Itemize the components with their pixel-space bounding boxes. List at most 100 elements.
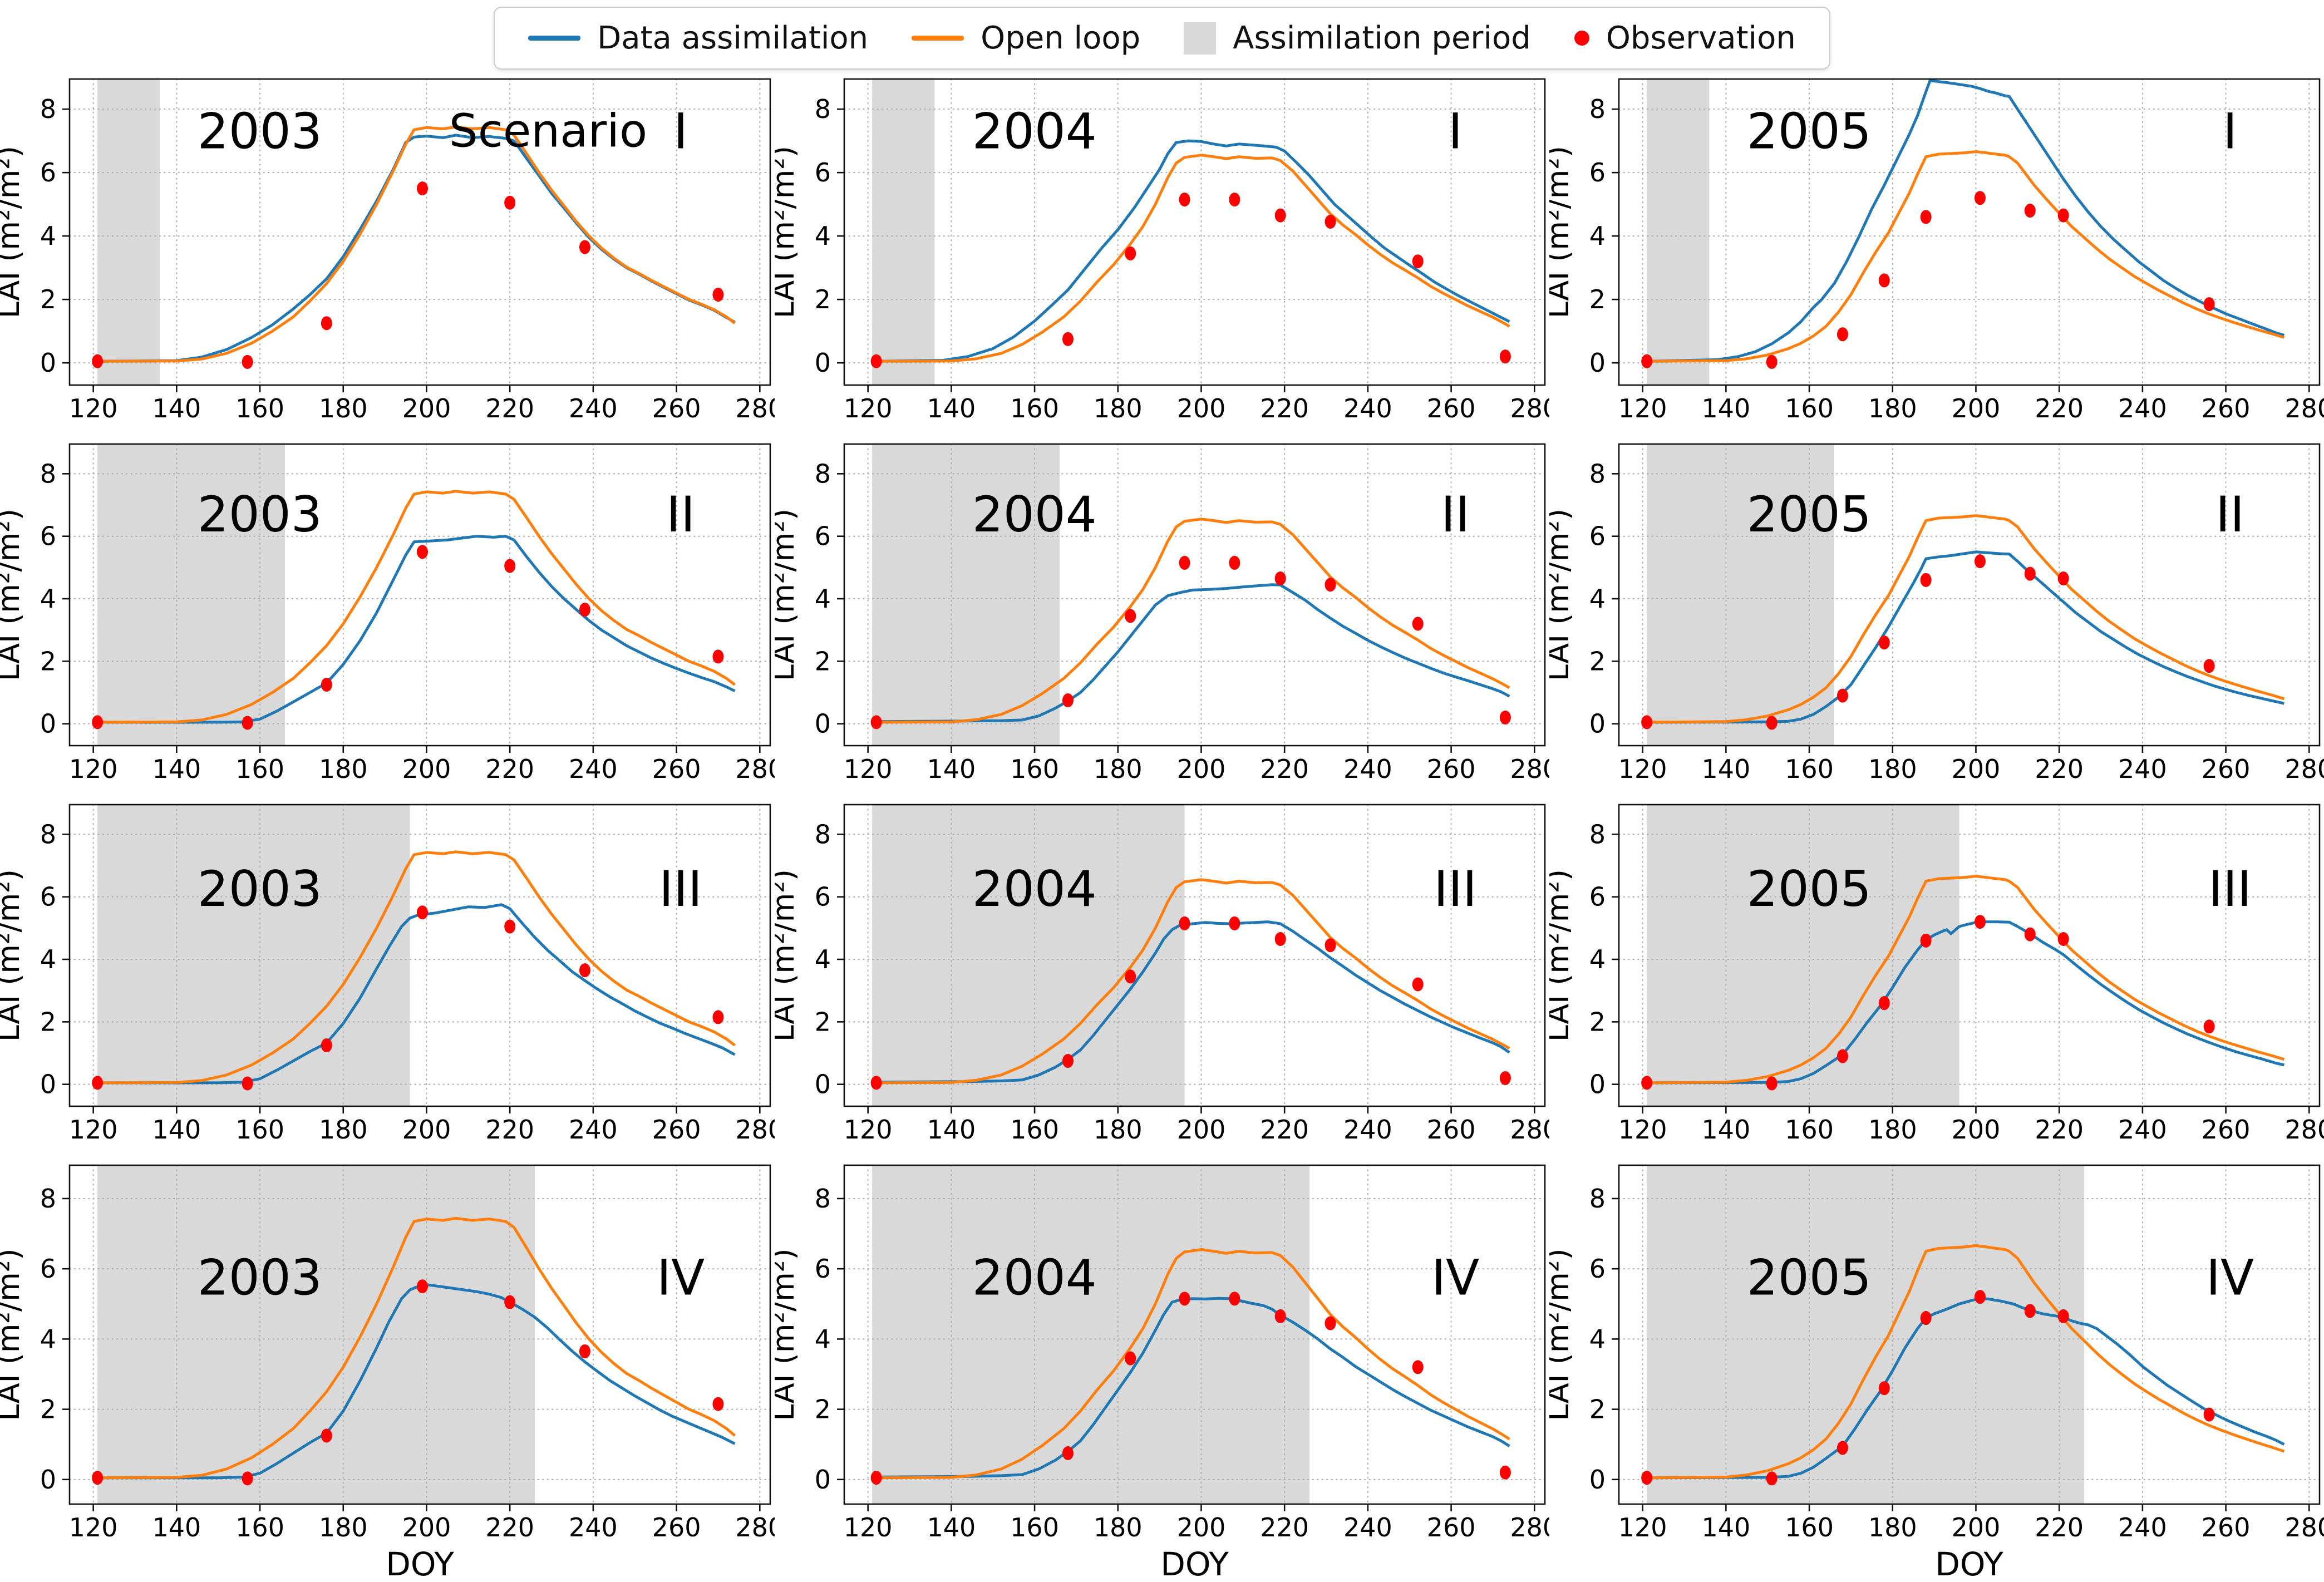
y-tick-label: 6 [40, 882, 56, 912]
y-tick-label: 8 [1589, 819, 1606, 849]
x-tick-label: 120 [1618, 1115, 1667, 1145]
observation-point [1229, 193, 1240, 207]
x-tick-label: 280 [1510, 1115, 1549, 1145]
y-tick-label: 0 [1589, 1465, 1606, 1495]
data-assimilation-line [876, 139, 1510, 363]
observation-point [1229, 555, 1240, 570]
observation-point [2024, 566, 2036, 581]
x-tick-label: 260 [2202, 393, 2251, 423]
year-label: 2004 [972, 486, 1097, 543]
year-label: 2004 [972, 103, 1097, 160]
x-tick-label: 280 [1510, 393, 1549, 423]
y-tick-label: 4 [40, 1324, 56, 1354]
observation-point [1412, 254, 1424, 269]
x-tick-label: 160 [235, 754, 284, 784]
y-tick-label: 8 [815, 459, 831, 489]
scenario-word-label: Scenario [449, 105, 647, 158]
data-assimilation-line [97, 134, 736, 363]
observation-point [416, 905, 428, 920]
observation-point [321, 677, 332, 692]
data-assimilation-line [97, 535, 736, 724]
observation-point [1878, 635, 1890, 650]
x-tick-label: 260 [2202, 754, 2251, 784]
x-tick-label: 180 [1094, 1512, 1143, 1542]
x-tick-label: 140 [927, 393, 976, 423]
observation-point [92, 354, 104, 368]
x-tick-label: 260 [652, 754, 701, 784]
x-tick-label: 120 [1618, 1512, 1667, 1542]
x-tick-label: 160 [1785, 1115, 1834, 1145]
y-axis-title: LAI (m²/m²) [775, 1248, 801, 1421]
open-loop-line [876, 154, 1510, 363]
year-label: 2003 [198, 486, 322, 543]
observation-point [579, 963, 590, 978]
x-tick-label: 140 [1701, 754, 1750, 784]
observation-point [504, 559, 516, 573]
observation-point [1125, 1351, 1136, 1366]
x-tick-label: 120 [844, 1512, 893, 1542]
observation-point [1179, 1292, 1190, 1306]
observation-point [92, 1471, 104, 1485]
data-assimilation-line-swatch [528, 36, 581, 41]
y-tick-label: 8 [1589, 459, 1606, 489]
open-loop-line [97, 125, 736, 363]
y-tick-label: 0 [40, 1070, 56, 1100]
x-tick-label: 220 [2035, 754, 2084, 784]
y-tick-label: 6 [1589, 1254, 1606, 1284]
y-tick-label: 2 [1589, 1007, 1606, 1037]
y-tick-label: 2 [815, 1394, 831, 1425]
observation-point [416, 181, 428, 196]
data-assimilation-line [97, 903, 736, 1085]
y-axis-title: LAI (m²/m²) [0, 1248, 26, 1421]
scenario-numeral: III [659, 860, 702, 918]
x-tick-label: 240 [569, 754, 618, 784]
open-loop-line [1647, 514, 2285, 724]
observation-point [321, 1038, 332, 1052]
observation-point [1412, 977, 1424, 992]
plot-frame [68, 78, 771, 386]
x-axis-title: DOY [1160, 1545, 1229, 1582]
y-tick-label: 4 [40, 584, 56, 614]
y-axis-title: LAI (m²/m²) [775, 146, 801, 318]
x-tick-label: 280 [735, 1512, 775, 1542]
open-loop-line [97, 490, 736, 724]
y-tick-label: 0 [1589, 1070, 1606, 1100]
x-tick-label: 140 [152, 754, 201, 784]
plot-frame [1618, 443, 2321, 747]
x-tick-label: 200 [402, 754, 451, 784]
y-tick-label: 6 [815, 882, 831, 912]
observation-point [1920, 933, 1932, 948]
x-tick-label: 220 [1260, 393, 1309, 423]
y-tick-label: 8 [40, 459, 56, 489]
observation-point [1274, 571, 1286, 586]
plot-frame [1618, 1164, 2321, 1505]
x-tick-label: 140 [927, 1512, 976, 1542]
y-tick-label: 4 [40, 944, 56, 974]
x-tick-label: 160 [1785, 393, 1834, 423]
plot-frame [843, 443, 1546, 747]
observation-point [504, 195, 516, 210]
y-tick-label: 2 [40, 1394, 56, 1425]
y-tick-label: 8 [40, 819, 56, 849]
x-tick-label: 240 [1343, 754, 1392, 784]
observation-point [1125, 246, 1136, 260]
legend-item-open-loop: Open loop [912, 20, 1140, 56]
y-axis-title: LAI (m²/m²) [0, 146, 26, 318]
open-loop-line [1647, 150, 2285, 363]
x-tick-label: 120 [69, 1512, 118, 1542]
x-tick-label: 160 [1010, 754, 1059, 784]
observation-point [1062, 332, 1074, 346]
observation-point [579, 1344, 590, 1358]
data-assimilation-line [876, 583, 1510, 723]
x-tick-label: 240 [1343, 1512, 1392, 1542]
observation-point [579, 603, 590, 617]
observation-point [1062, 1054, 1074, 1068]
x-tick-label: 240 [569, 1115, 618, 1145]
x-tick-label: 260 [1427, 393, 1476, 423]
observation-point [1836, 1441, 1848, 1455]
scenario-numeral: III [1434, 860, 1477, 918]
observation-point [242, 1076, 253, 1091]
assimilation-period-patch-swatch [1184, 22, 1217, 55]
x-tick-label: 200 [1177, 754, 1226, 784]
observation-point [1878, 273, 1890, 288]
